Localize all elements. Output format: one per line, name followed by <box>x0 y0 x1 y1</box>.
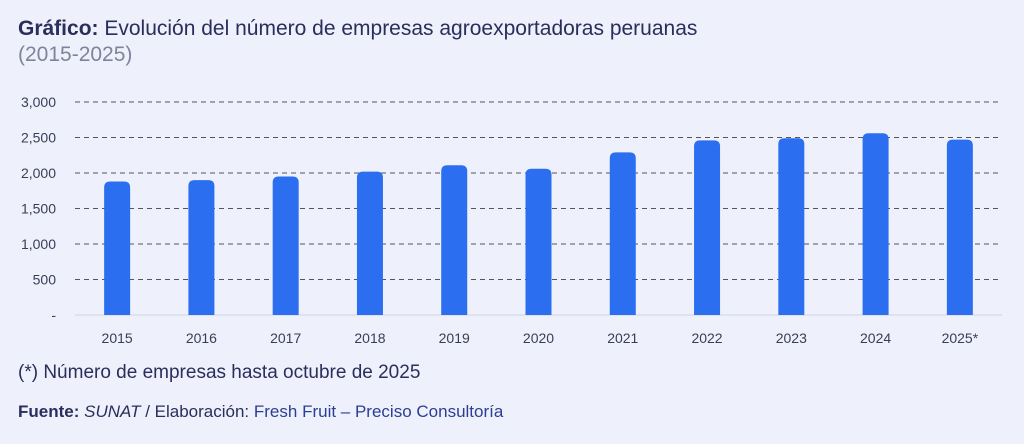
source-line: Fuente: SUNAT / Elaboración: Fresh Fruit… <box>18 402 503 422</box>
x-tick-label: 2020 <box>523 330 554 346</box>
bar <box>778 138 805 315</box>
bar <box>525 168 552 315</box>
x-tick-label: 2024 <box>860 330 891 346</box>
y-tick-label: 1,000 <box>21 236 56 252</box>
y-tick-label: 500 <box>33 272 57 288</box>
x-tick-label: 2018 <box>354 330 385 346</box>
y-tick-label: 3,000 <box>21 94 56 110</box>
bar <box>609 152 636 315</box>
source-name: SUNAT <box>84 402 141 421</box>
x-tick-label: 2019 <box>439 330 470 346</box>
x-tick-label: 2023 <box>776 330 807 346</box>
bar <box>862 133 889 315</box>
y-tick-label: - <box>51 307 56 323</box>
title-text: Evolución del número de empresas agroexp… <box>104 17 698 40</box>
bar <box>694 140 721 315</box>
bar <box>104 181 131 315</box>
y-tick-label: 2,500 <box>21 130 56 146</box>
footnote: (*) Número de empresas hasta octubre de … <box>18 362 421 383</box>
chart-subtitle: (2015-2025) <box>18 43 133 66</box>
x-tick-label: 2016 <box>186 330 217 346</box>
y-tick-label: 1,500 <box>21 201 56 217</box>
x-tick-label: 2015 <box>102 330 133 346</box>
x-tick-label: 2021 <box>607 330 638 346</box>
source-label: Fuente: <box>18 402 80 421</box>
y-tick-label: 2,000 <box>21 165 56 181</box>
title-label: Gráfico: <box>18 17 99 40</box>
bar <box>188 180 215 315</box>
x-tick-label: 2025* <box>942 330 979 346</box>
bar <box>272 176 299 315</box>
x-tick-label: 2017 <box>270 330 301 346</box>
source-separator: / Elaboración: <box>140 402 254 421</box>
chart-title: Gráfico: Evolución del número de empresa… <box>18 16 697 68</box>
bar <box>946 139 973 315</box>
bar <box>356 171 383 315</box>
bar <box>441 165 468 315</box>
x-tick-label: 2022 <box>691 330 722 346</box>
source-credit: Fresh Fruit – Preciso Consultoría <box>253 402 504 421</box>
